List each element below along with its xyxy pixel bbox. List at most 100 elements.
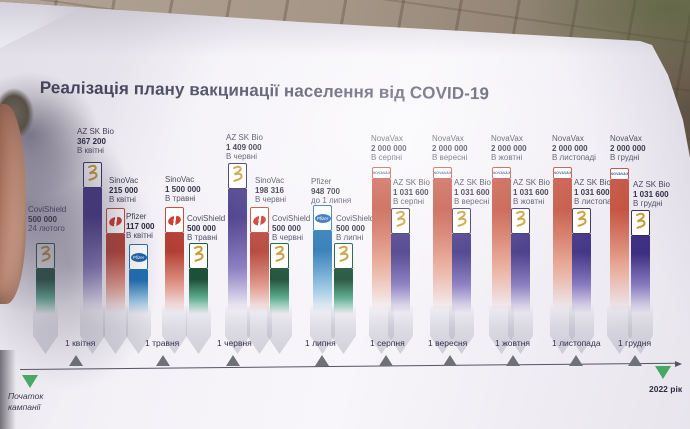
bar-label-amount: 500 000 [28, 214, 57, 224]
astrazeneca-logo-icon [39, 245, 52, 267]
month-marker-triangle [379, 355, 393, 366]
bar-body [36, 269, 55, 316]
bar-label-period: В червні [272, 233, 304, 243]
novavax-logo-badge: NOVAVAX [610, 168, 629, 180]
bar-body [313, 231, 332, 316]
bar-label-name: CoviShield [272, 214, 311, 223]
bar-label: SinoVac 1 500 000 В травні [165, 175, 201, 204]
pfizer-logo-badge: Pfizer [129, 244, 148, 270]
sinovac-logo-badge [106, 208, 125, 234]
bar-label-amount: 2 000 000 [552, 143, 588, 153]
bar-label-period: В грудні [633, 199, 663, 209]
month-label: 1 травня [145, 338, 180, 348]
bar-body [189, 269, 208, 316]
bar-label-amount: 2 000 000 [491, 143, 527, 153]
astrazeneca-logo-icon [192, 245, 205, 267]
bar-body [511, 234, 530, 316]
bar-novavax: NOVAVAX [372, 167, 391, 316]
bar-novavax: NOVAVAX [553, 167, 572, 316]
az-logo-badge [228, 163, 247, 189]
bar-body [334, 269, 353, 316]
bar-label-amount: 500 000 [272, 223, 301, 233]
bar-body [553, 179, 572, 316]
bar-novavax: NOVAVAX [433, 167, 452, 316]
bar-label: AZ SK Bio 1 031 600 В вересні [454, 178, 491, 207]
month-marker-triangle [569, 355, 583, 366]
bar-az [631, 210, 650, 316]
sinovac-logo-icon [107, 214, 124, 228]
bar-body [433, 179, 452, 316]
bar-label: CoviShield 500 000 В травні [187, 214, 225, 243]
az-logo-badge [452, 208, 471, 234]
astrazeneca-logo-icon [337, 245, 350, 267]
bar-label: SinoVac 215 000 В квітні [109, 176, 138, 205]
bar-label: AZ SK Bio 1 031 600 В серпні [393, 178, 430, 207]
bar-novavax: NOVAVAX [492, 167, 511, 316]
bar-label-name: SinoVac [109, 176, 139, 185]
bar-label-period: 24 лютого [28, 224, 65, 234]
novavax-logo-badge: NOVAVAX [372, 167, 391, 179]
bar-body [250, 233, 269, 316]
campaign-start-marker-icon [22, 375, 38, 388]
bar-label-amount: 500 000 [336, 223, 365, 233]
bar-label: NovaVax 2 000 000 В грудні [610, 134, 646, 163]
az-logo-badge [334, 243, 353, 269]
bar-label-name: NovaVax [610, 134, 642, 143]
az-logo-badge [270, 243, 289, 269]
sinovac-logo-badge [165, 207, 184, 233]
bar-label-amount: 2 000 000 [432, 143, 468, 153]
bar-label-period: В липні [336, 233, 364, 243]
bar-label-amount: 367 200 [77, 136, 106, 146]
bar-sinovac [165, 207, 184, 316]
bar-label-amount: 1 409 000 [226, 142, 262, 152]
bar-az [452, 208, 471, 316]
bar-body [572, 234, 591, 316]
paper-edge-shadow [0, 350, 16, 429]
bar-label-amount: 1 031 600 [633, 189, 669, 199]
bar-label-name: AZ SK Bio [226, 133, 263, 142]
bar-label: CoviShield 500 000 24 лютого [28, 205, 66, 234]
bar-body [452, 234, 471, 316]
pfizer-logo-icon: Pfizer [130, 252, 147, 262]
month-marker-triangle [156, 355, 170, 366]
bar-label-amount: 1 031 600 [393, 187, 429, 197]
bar-label-period: В травні [187, 233, 218, 243]
bar-label-amount: 2 000 000 [610, 143, 646, 153]
bar-az [83, 162, 102, 316]
bar-label-period: В грудні [610, 153, 640, 163]
astrazeneca-logo-icon [231, 165, 244, 187]
bar-body [228, 189, 247, 316]
bar-label-period: В жовтні [491, 153, 523, 163]
timeline-arrowhead-icon [675, 361, 682, 367]
astrazeneca-logo-icon [514, 210, 527, 232]
astrazeneca-logo-icon [634, 212, 647, 234]
bar-az [511, 208, 530, 316]
bar-az [572, 208, 591, 316]
az-logo-badge [391, 208, 410, 234]
month-marker-triangle [443, 355, 457, 366]
astrazeneca-logo-icon [273, 245, 286, 267]
bar-label: AZ SK Bio 367 200 В квітні [77, 127, 114, 156]
bar-novavax: NOVAVAX [610, 168, 629, 316]
novavax-logo-icon: NOVAVAX [553, 171, 572, 175]
bar-label-name: Pfizer [311, 177, 332, 186]
month-label: 1 листопада [552, 338, 601, 348]
bar-body [106, 234, 125, 316]
bar-label-period: В серпні [393, 197, 424, 207]
az-logo-badge [511, 208, 530, 234]
bar-label-name: CoviShield [187, 214, 226, 223]
bar-label-name: Pfizer [126, 212, 147, 221]
bar-label-period: В червні [226, 152, 258, 162]
year-2022-marker-icon [655, 366, 671, 379]
bar-label-period: В травні [165, 194, 196, 204]
bar-label-amount: 215 000 [109, 185, 138, 195]
bar-label: Pfizer 948 700 до 1 липня [311, 177, 351, 206]
pfizer-logo-badge: Pfizer [313, 205, 332, 231]
month-label: 1 серпня [370, 338, 405, 348]
bar-label-name: AZ SK Bio [454, 178, 491, 187]
novavax-logo-badge: NOVAVAX [553, 167, 572, 179]
bar-label-amount: 198 316 [255, 185, 284, 195]
bar-label-amount: 1 031 600 [513, 187, 549, 197]
